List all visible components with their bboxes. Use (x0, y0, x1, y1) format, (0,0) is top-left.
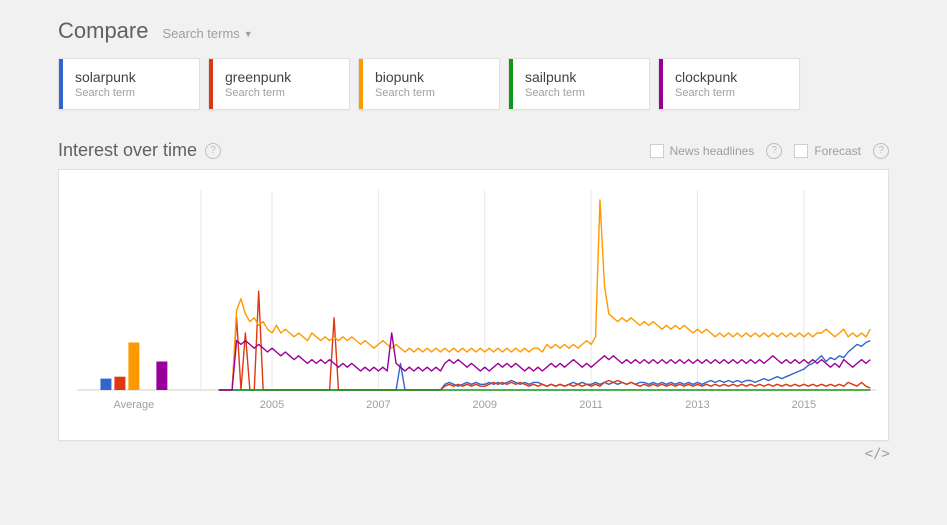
embed-icon[interactable]: </> (865, 446, 890, 462)
term-chip[interactable]: greenpunk Search term (208, 58, 350, 110)
term-chip[interactable]: clockpunk Search term (658, 58, 800, 110)
checkbox-box (794, 144, 808, 158)
compare-dropdown[interactable]: Search terms ▼ (162, 26, 252, 41)
term-subtitle: Search term (75, 87, 185, 99)
section-header-right: News headlines ? Forecast ? (650, 143, 889, 159)
svg-text:2007: 2007 (366, 399, 390, 411)
help-icon[interactable]: ? (766, 143, 782, 159)
compare-header: Compare Search terms ▼ (58, 18, 889, 44)
news-headlines-checkbox[interactable]: News headlines (650, 144, 755, 158)
compare-title: Compare (58, 18, 148, 44)
term-color-bar (509, 59, 513, 109)
chevron-down-icon: ▼ (244, 29, 253, 39)
term-subtitle: Search term (525, 87, 635, 99)
compare-dropdown-label: Search terms (162, 26, 239, 41)
forecast-label: Forecast (814, 144, 861, 158)
terms-row: solarpunk Search term greenpunk Search term… (58, 58, 889, 110)
term-name: solarpunk (75, 69, 185, 85)
svg-text:2005: 2005 (260, 399, 284, 411)
checkbox-box (650, 144, 664, 158)
forecast-checkbox[interactable]: Forecast (794, 144, 861, 158)
term-color-bar (659, 59, 663, 109)
svg-text:2015: 2015 (792, 399, 816, 411)
help-icon[interactable]: ? (873, 143, 889, 159)
term-name: clockpunk (675, 69, 785, 85)
term-name: greenpunk (225, 69, 335, 85)
term-subtitle: Search term (675, 87, 785, 99)
svg-text:2013: 2013 (685, 399, 709, 411)
term-subtitle: Search term (375, 87, 485, 99)
section-header: Interest over time ? News headlines ? Fo… (58, 140, 889, 161)
term-chip[interactable]: solarpunk Search term (58, 58, 200, 110)
term-name: biopunk (375, 69, 485, 85)
term-name: sailpunk (525, 69, 635, 85)
chart-svg: Average 2005 2007 2009 2011 2013 2015 (59, 170, 888, 440)
section-header-left: Interest over time ? (58, 140, 221, 161)
term-chip[interactable]: sailpunk Search term (508, 58, 650, 110)
section-title: Interest over time (58, 140, 197, 161)
svg-text:Average: Average (114, 399, 155, 411)
term-chip[interactable]: biopunk Search term (358, 58, 500, 110)
svg-text:2009: 2009 (473, 399, 497, 411)
svg-text:2011: 2011 (579, 399, 603, 411)
term-color-bar (209, 59, 213, 109)
help-icon[interactable]: ? (205, 143, 221, 159)
term-subtitle: Search term (225, 87, 335, 99)
term-color-bar (359, 59, 363, 109)
news-headlines-label: News headlines (670, 144, 755, 158)
term-color-bar (59, 59, 63, 109)
chart-panel: Average200520072009201120132015 </> (58, 169, 889, 441)
page-root: Compare Search terms ▼ solarpunk Search t… (0, 0, 947, 441)
